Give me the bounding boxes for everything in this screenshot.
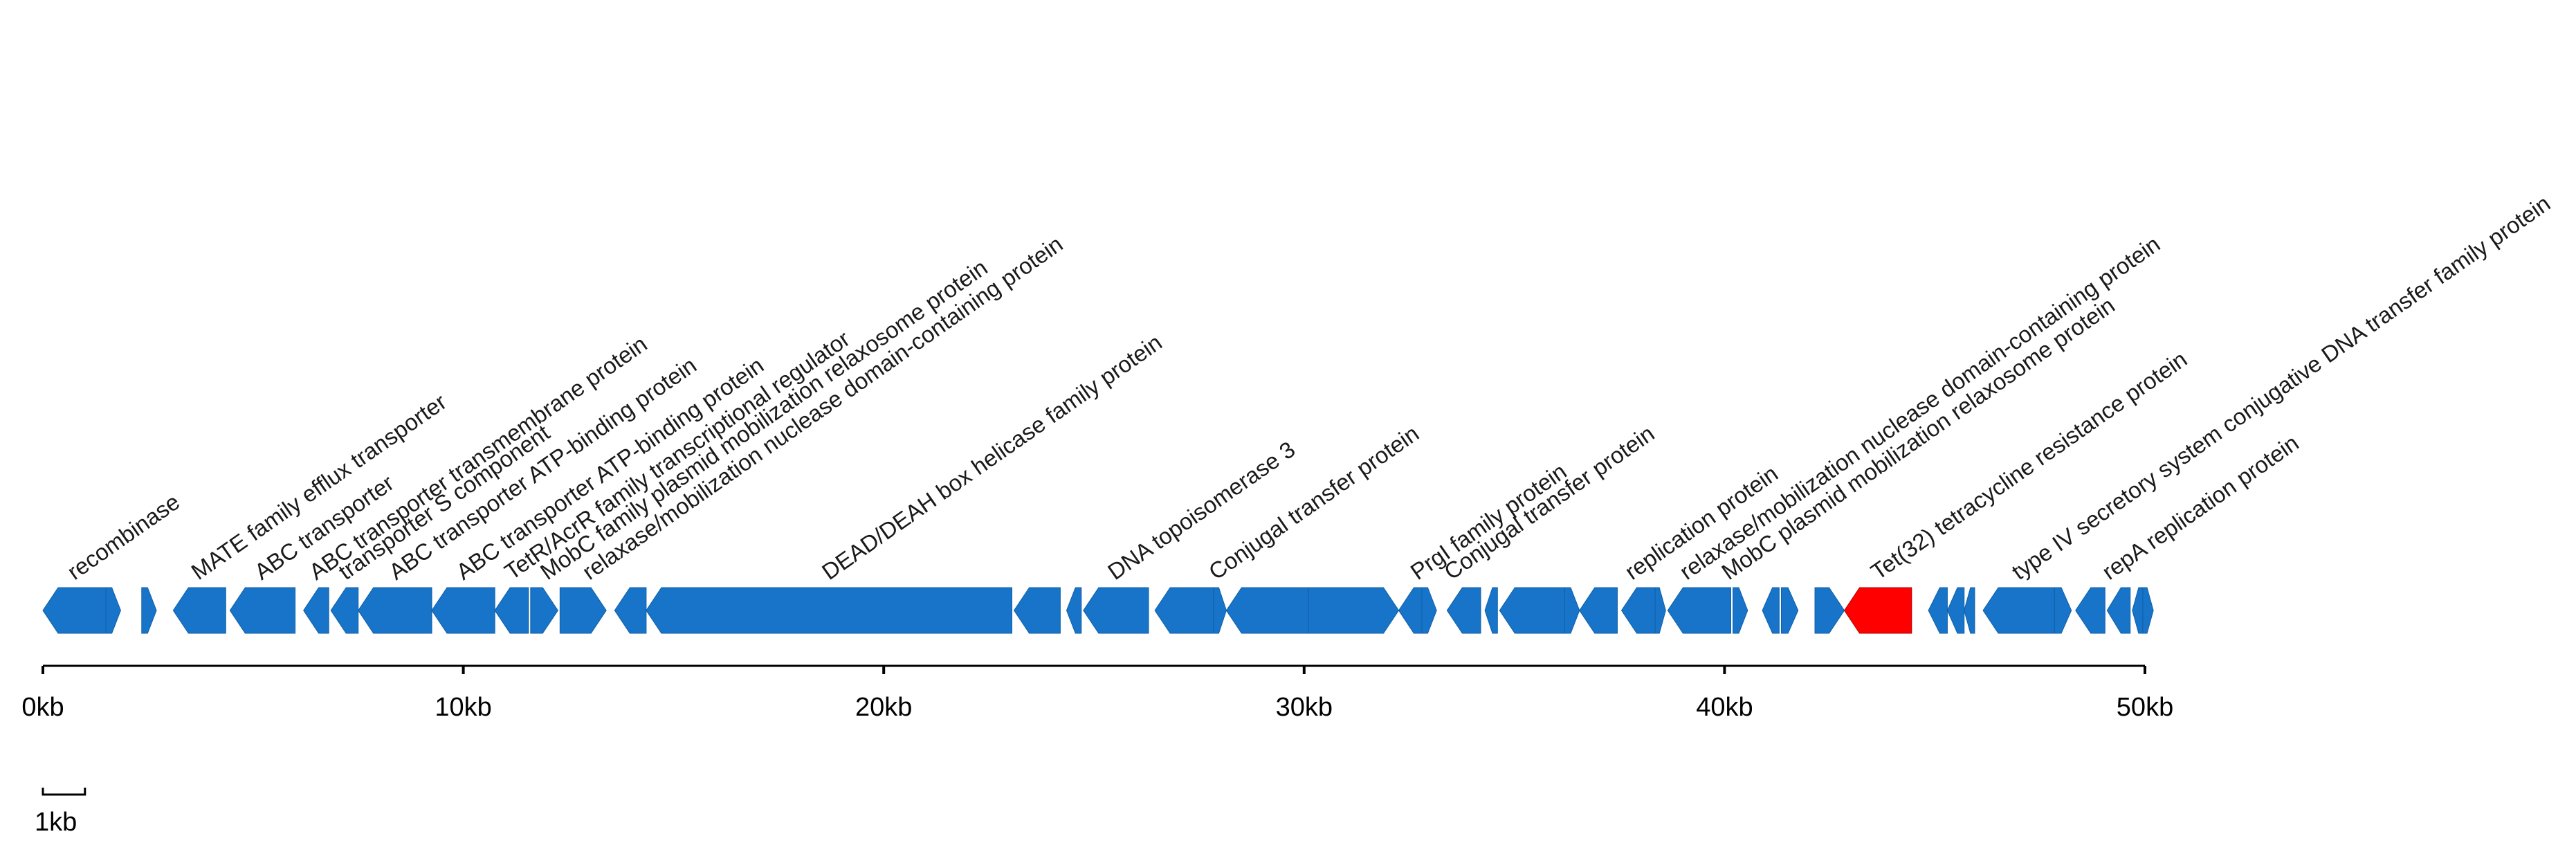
gene-arrow xyxy=(530,587,558,634)
gene-arrow-highlighted xyxy=(1843,587,1912,634)
gene-arrow xyxy=(1421,587,1437,634)
gene-arrow xyxy=(2132,587,2144,634)
gene-arrow xyxy=(1814,587,1845,634)
gene-arrow xyxy=(1946,587,1965,634)
gene-arrow xyxy=(1780,587,1799,634)
gene-arrow xyxy=(172,587,226,634)
gene-arrow xyxy=(614,587,647,634)
gene-arrow xyxy=(1667,587,1732,634)
gene-arrow xyxy=(1484,587,1498,634)
coordinate-axis: 0kb 10kb 20kb 30kb 40kb 50kb xyxy=(21,664,2173,722)
gene-arrow xyxy=(105,587,121,634)
gene-arrow xyxy=(330,587,359,634)
axis-tick-label: 10kb xyxy=(435,693,491,722)
gene-arrow xyxy=(229,587,296,634)
gene-arrow xyxy=(1225,587,1309,634)
gene-arrow xyxy=(2142,587,2154,634)
gene-arrow xyxy=(2075,587,2105,634)
gene-label: type IV secretory system conjugative DNA… xyxy=(2007,190,2555,585)
gene-arrow xyxy=(1928,587,1948,634)
gene-arrow xyxy=(494,587,529,634)
gene-arrow xyxy=(1733,587,1748,634)
gene-arrow xyxy=(1013,587,1061,634)
gene-arrow xyxy=(1620,587,1656,634)
gene-label: PrgI family protein xyxy=(1406,458,1571,585)
scale-bar: 1kb xyxy=(35,788,86,837)
gene-arrow xyxy=(1308,587,1400,634)
gene-arrow xyxy=(1982,587,2055,634)
axis-tick-label: 50kb xyxy=(2117,693,2173,722)
gene-arrow xyxy=(1398,587,1425,634)
gene-arrow xyxy=(646,587,1013,634)
gene-arrow xyxy=(559,587,607,634)
gene-arrow xyxy=(1762,587,1780,634)
gene-arrow xyxy=(1499,587,1566,634)
gene-labels: recombinase MATE family efflux transporte… xyxy=(62,190,2555,585)
gene-arrow xyxy=(141,587,157,634)
axis-tick-label: 0kb xyxy=(21,693,64,722)
gene-track xyxy=(42,587,2154,634)
axis-tick-label: 40kb xyxy=(1696,693,1753,722)
gene-arrow xyxy=(1964,587,1975,634)
gene-arrow xyxy=(1213,587,1227,634)
scale-bar-label: 1kb xyxy=(35,808,77,837)
gene-label: Conjugal transfer protein xyxy=(1204,420,1423,585)
scale-bar-line xyxy=(42,788,86,796)
gene-label: recombinase xyxy=(62,489,184,585)
gene-arrow xyxy=(2106,587,2131,634)
axis-tick-label: 30kb xyxy=(1276,693,1333,722)
gene-arrow xyxy=(431,587,495,634)
axis-tick-label: 20kb xyxy=(855,693,912,722)
gene-label: DNA topoisomerase 3 xyxy=(1103,436,1299,584)
gene-arrow xyxy=(1154,587,1214,634)
gene-arrow xyxy=(1564,587,1580,634)
gene-arrow xyxy=(2054,587,2072,634)
gene-arrow xyxy=(1083,587,1149,634)
gene-arrow xyxy=(358,587,432,634)
gene-arrow xyxy=(1066,587,1082,634)
gene-arrow xyxy=(1579,587,1618,634)
gene-arrow xyxy=(1446,587,1481,634)
gene-arrow xyxy=(303,587,329,634)
gene-arrow xyxy=(1654,587,1666,634)
gene-arrow xyxy=(42,587,107,634)
